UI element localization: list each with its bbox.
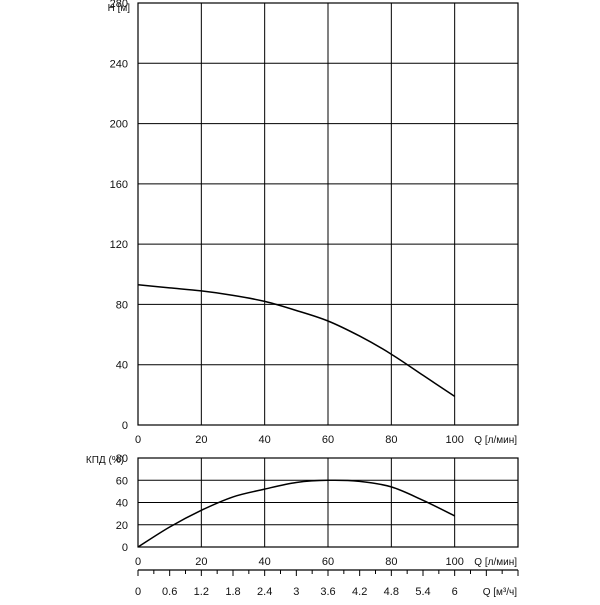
chart1-y-tick-label: 20	[116, 520, 128, 532]
chart0-x-tick-label: 80	[385, 434, 397, 446]
chart1-x-axis-title: Q [л/мин]	[474, 557, 517, 568]
chart0-y-tick-label: 80	[116, 299, 128, 311]
chart0-y-tick-label: 240	[110, 58, 128, 70]
chart0-y-tick-label: 120	[110, 239, 128, 251]
flow-m3h-tick-label: 2.4	[257, 586, 272, 598]
chart0-x-tick-label: 20	[195, 434, 207, 446]
chart1-frame	[137, 457, 519, 548]
chart0-x-tick-label: 0	[135, 434, 141, 446]
flow-m3h-tick-label: 4.8	[384, 586, 399, 598]
chart0-y-axis-title: H [м]	[108, 3, 131, 14]
flow-m3h-tick-label: 3	[293, 586, 299, 598]
chart0-x-axis-title: Q [л/мин]	[474, 435, 517, 446]
chart1-x-tick-label: 0	[135, 556, 141, 568]
chart0-x-tick-label: 100	[445, 434, 463, 446]
chart1-y-tick-label: 0	[122, 542, 128, 554]
chart1-y-tick-label: 80	[116, 453, 128, 465]
chart0-frame	[137, 2, 519, 426]
flow-m3h-tick-label: 6	[452, 586, 458, 598]
chart0-y-tick-label: 280	[110, 0, 128, 10]
chart1-y-axis-title: КПД (%)	[86, 455, 124, 466]
chart1-x-tick-label: 80	[385, 556, 397, 568]
chart1-series-line	[137, 479, 456, 548]
flow-m3h-tick-label: 5.4	[415, 586, 430, 598]
chart0-series-line	[137, 284, 456, 398]
chart0-y-tick-label: 0	[122, 420, 128, 432]
flow-m3h-tick-label: 1.2	[194, 586, 209, 598]
flow-m3h-tick-label: 0	[135, 586, 141, 598]
chart1-y-tick-label: 60	[116, 475, 128, 487]
chart0-y-tick-label: 160	[110, 179, 128, 191]
flow-m3h-tick-label: 3.6	[320, 586, 335, 598]
chart0-y-tick-label: 200	[110, 119, 128, 131]
chart1-x-tick-label: 100	[445, 556, 463, 568]
chart0-y-tick-label: 40	[116, 360, 128, 372]
flow-m3h-tick-label: 4.2	[352, 586, 367, 598]
chart0-x-tick-label: 40	[259, 434, 271, 446]
chart1-x-tick-label: 60	[322, 556, 334, 568]
chart1-x-tick-label: 40	[259, 556, 271, 568]
flow-m3h-tick-label: 0.6	[162, 586, 177, 598]
chart1-y-tick-label: 40	[116, 498, 128, 510]
flow-m3h-tick-label: 1.8	[225, 586, 240, 598]
chart1-x-tick-label: 20	[195, 556, 207, 568]
chart0-x-tick-label: 60	[322, 434, 334, 446]
flow-m3h-axis-title: Q [м³/ч]	[483, 587, 518, 598]
